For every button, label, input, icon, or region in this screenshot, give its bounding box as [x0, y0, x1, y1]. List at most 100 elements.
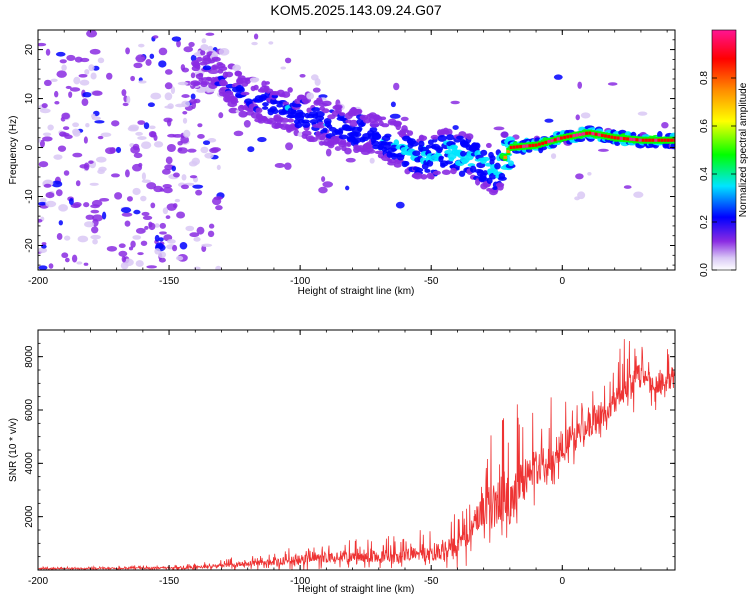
- heatmap-cell: [91, 90, 103, 96]
- heatmap-cell: [489, 155, 496, 162]
- heatmap-cell: [171, 165, 177, 172]
- heatmap-cell: [190, 93, 196, 100]
- heatmap-cell: [485, 142, 492, 148]
- colorbar-label: Normalized spectral amplitude: [738, 82, 749, 217]
- heatmap-cell: [81, 98, 89, 106]
- heatmap-cell: [575, 173, 584, 180]
- heatmap-cell: [419, 135, 428, 141]
- heatmap-cell: [68, 198, 74, 206]
- heatmap-cell: [187, 148, 197, 153]
- heatmap-cell: [147, 102, 155, 108]
- colorbar-tick-label: 0.4: [699, 167, 710, 181]
- heatmap-cell: [79, 79, 90, 86]
- heatmap-cell: [587, 171, 592, 176]
- heatmap-cell: [553, 138, 558, 142]
- heatmap-cell: [158, 60, 167, 68]
- heatmap-cell: [166, 239, 176, 244]
- heatmap-cell: [144, 225, 149, 230]
- heatmap-cell: [56, 233, 63, 241]
- heatmap-cell: [208, 223, 215, 229]
- heatmap-cell: [158, 237, 164, 242]
- heatmap-cell: [438, 155, 444, 160]
- heatmap-cell: [91, 116, 101, 121]
- spectrogram-x-tick-label: -200: [28, 276, 48, 287]
- heatmap-cell: [666, 138, 671, 142]
- heatmap-cell: [189, 175, 198, 179]
- heatmap-cell: [135, 131, 143, 136]
- heatmap-cell: [89, 182, 99, 186]
- heatmap-cell: [126, 196, 133, 202]
- heatmap-cell: [276, 103, 283, 108]
- heatmap-cell: [619, 136, 624, 140]
- heatmap-cell: [209, 147, 219, 154]
- heatmap-cell: [164, 164, 174, 171]
- heatmap-cell: [252, 77, 260, 82]
- heatmap-cell: [271, 108, 279, 115]
- heatmap-cell: [118, 243, 126, 249]
- heatmap-cell: [253, 33, 259, 40]
- heatmap-cell: [111, 120, 120, 127]
- heatmap-cell: [232, 64, 242, 72]
- heatmap-cell: [145, 58, 152, 66]
- heatmap-cell: [73, 76, 81, 85]
- heatmap-cell: [92, 238, 98, 245]
- heatmap-cell: [54, 90, 59, 98]
- heatmap-cell: [626, 137, 630, 141]
- heatmap-cell: [190, 54, 197, 62]
- spectrogram-x-tick-label: -50: [424, 276, 439, 287]
- heatmap-cell: [138, 162, 143, 168]
- heatmap-cell: [38, 138, 42, 143]
- heatmap-cell: [45, 200, 57, 208]
- heatmap-cell: [114, 192, 123, 200]
- heatmap-cell: [85, 123, 90, 128]
- heatmap-cell: [253, 84, 259, 91]
- heatmap-cell: [494, 162, 501, 170]
- heatmap-cell: [597, 133, 602, 137]
- heatmap-cell: [192, 184, 204, 189]
- snr-y-tick-label: 2000: [24, 505, 35, 528]
- heatmap-cell: [58, 204, 68, 212]
- heatmap-cell: [72, 152, 83, 158]
- heatmap-cell: [390, 101, 396, 108]
- heatmap-cell: [638, 138, 643, 142]
- heatmap-cell: [566, 135, 570, 139]
- heatmap-cell: [274, 162, 285, 168]
- heatmap-cell: [401, 125, 408, 133]
- heatmap-cell: [346, 140, 352, 148]
- heatmap-cell: [308, 137, 318, 143]
- figure-title: KOM5.2025.143.09.24.G07: [270, 2, 441, 18]
- heatmap-cell: [140, 240, 148, 246]
- heatmap-cell: [623, 185, 632, 189]
- heatmap-cell: [670, 138, 674, 142]
- heatmap-cell: [197, 134, 205, 139]
- heatmap-cell: [121, 255, 127, 263]
- heatmap-cell: [188, 160, 198, 167]
- heatmap-cell: [369, 126, 378, 133]
- heatmap-cell: [56, 70, 67, 78]
- heatmap-cell: [79, 164, 89, 169]
- heatmap-cell: [180, 64, 186, 71]
- heatmap-cell: [201, 243, 213, 248]
- heatmap-cell: [673, 138, 675, 142]
- heatmap-cell: [310, 74, 319, 81]
- heatmap-cell: [393, 139, 400, 147]
- heatmap-cell: [152, 35, 159, 39]
- heatmap-cell: [198, 72, 204, 77]
- heatmap-cell: [311, 107, 321, 112]
- heatmap-cell: [121, 212, 133, 217]
- heatmap-cell: [506, 149, 511, 154]
- heatmap-cell: [607, 134, 611, 139]
- heatmap-cell: [85, 214, 95, 220]
- heatmap-cell: [607, 82, 618, 86]
- heatmap-cell: [135, 260, 144, 267]
- heatmap-cell: [430, 134, 439, 140]
- heatmap-cell: [445, 128, 453, 136]
- heatmap-cell: [51, 180, 63, 188]
- heatmap-cell: [369, 120, 380, 128]
- heatmap-cell: [120, 207, 132, 213]
- heatmap-cell: [90, 234, 101, 240]
- heatmap-cell: [171, 36, 182, 42]
- heatmap-cell: [212, 66, 220, 70]
- heatmap-cell: [306, 107, 312, 114]
